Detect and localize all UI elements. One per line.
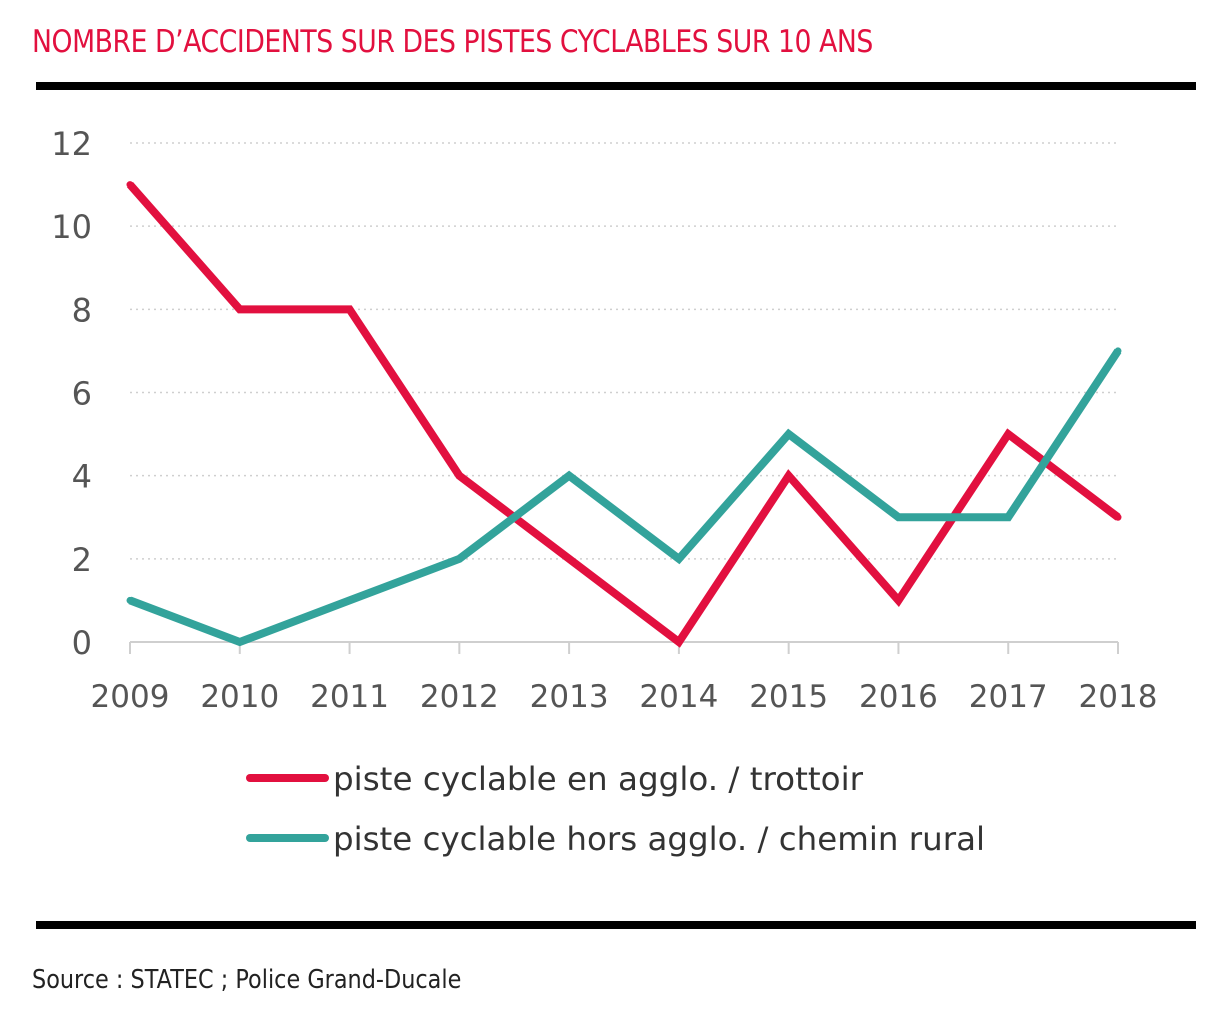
source-note: Source : STATEC ; Police Grand-Ducale <box>32 965 462 995</box>
data-point-series-2-2009 <box>126 596 134 604</box>
x-tick-label-2012: 2012 <box>420 679 499 715</box>
data-point-series-2-2012 <box>455 555 463 563</box>
data-point-series-1-2015 <box>785 472 793 480</box>
data-point-series-1-2013 <box>565 555 573 563</box>
y-tick-label-8: 8 <box>72 291 92 329</box>
data-point-series-1-2018 <box>1114 513 1122 521</box>
data-point-series-1-2011 <box>346 305 354 313</box>
series-line-2 <box>128 348 1122 647</box>
x-tick-label-2014: 2014 <box>639 679 718 715</box>
x-tick-label-2017: 2017 <box>969 679 1048 715</box>
data-point-series-1-2012 <box>455 472 463 480</box>
x-tick-label-2015: 2015 <box>749 679 828 715</box>
data-point-series-1-2014 <box>675 638 683 646</box>
data-point-series-2-2018 <box>1114 347 1122 355</box>
y-tick-label-0: 0 <box>72 624 92 662</box>
data-point-series-1-2010 <box>236 305 244 313</box>
x-tick-label-2010: 2010 <box>200 679 279 715</box>
x-tick-label-2016: 2016 <box>859 679 938 715</box>
data-point-series-2-2011 <box>346 596 354 604</box>
legend-label-1: piste cyclable en agglo. / trottoir <box>333 760 864 798</box>
data-point-series-1-2017 <box>1004 430 1012 438</box>
chart-title: NOMBRE D’ACCIDENTS SUR DES PISTES CYCLAB… <box>32 24 873 60</box>
data-point-series-2-2013 <box>565 472 573 480</box>
y-tick-label-6: 6 <box>72 375 92 413</box>
x-tick-label-2011: 2011 <box>310 679 389 715</box>
y-tick-label-2: 2 <box>72 541 92 579</box>
y-tick-label-4: 4 <box>72 458 92 496</box>
bottom-rule <box>36 921 1196 929</box>
x-tick-label-2018: 2018 <box>1079 679 1158 715</box>
data-point-series-2-2015 <box>785 430 793 438</box>
top-rule <box>36 82 1196 90</box>
legend-label-2: piste cyclable hors agglo. / chemin rura… <box>333 820 985 858</box>
y-tick-label-10: 10 <box>51 208 92 246</box>
data-point-series-2-2017 <box>1004 513 1012 521</box>
data-point-series-1-2016 <box>894 596 902 604</box>
x-tick-label-2009: 2009 <box>91 679 170 715</box>
data-point-series-1-2009 <box>126 181 134 189</box>
y-tick-label-12: 12 <box>51 125 92 163</box>
x-tick-label-2013: 2013 <box>530 679 609 715</box>
data-point-series-2-2016 <box>894 513 902 521</box>
series-line-1 <box>126 181 1121 648</box>
data-point-series-2-2014 <box>675 555 683 563</box>
data-point-series-2-2010 <box>236 638 244 646</box>
